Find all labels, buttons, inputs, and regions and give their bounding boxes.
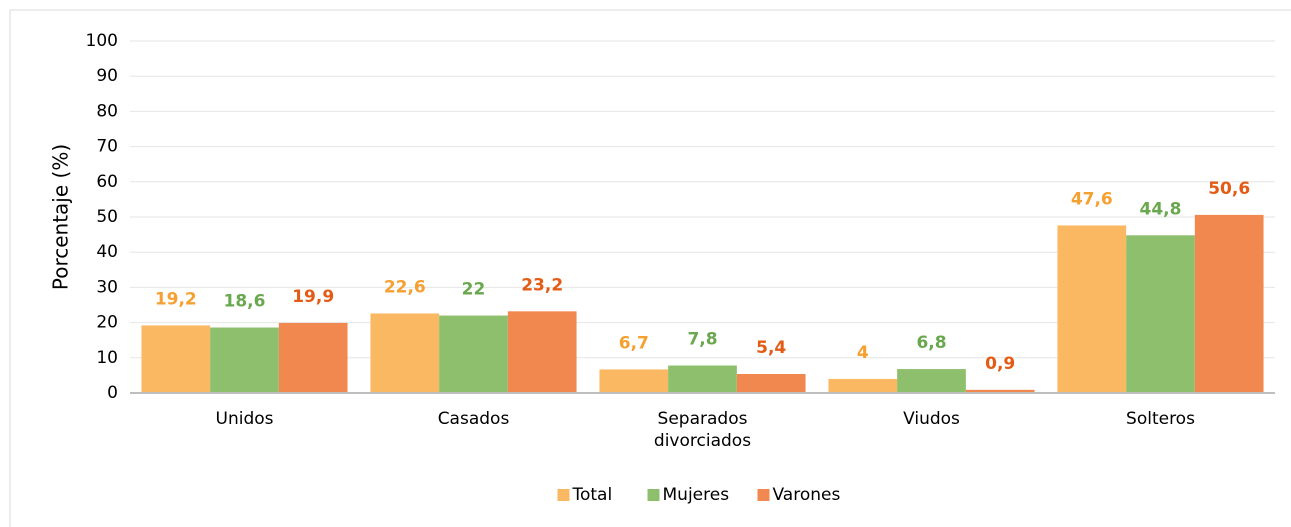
legend-label: Mujeres [663,485,730,505]
legend-label: Total [572,485,613,505]
x-tick-label: Casados [437,409,510,429]
data-label: 7,8 [687,330,717,350]
x-tick-label: Unidos [215,409,274,429]
y-tick-label: 70 [96,137,118,157]
y-tick-label: 90 [96,66,118,86]
bar [1126,235,1195,393]
x-tick-label: Viudos [903,409,960,429]
data-label: 0,9 [985,354,1015,374]
bar [828,378,898,393]
bar [965,389,1035,393]
bar [507,311,577,393]
data-label: 47,6 [1071,189,1113,209]
bar [278,322,348,393]
bar [736,373,806,393]
data-label: 6,8 [916,333,946,353]
x-tick-label: Solteros [1126,409,1195,429]
legend-swatch [647,489,660,501]
data-label: 18,6 [224,292,266,312]
bar [1057,225,1127,393]
legend-label: Varones [773,485,841,505]
bar [370,313,440,393]
y-tick-label: 100 [86,31,118,51]
y-axis-label: Porcentaje (%) [49,144,73,290]
y-tick-label: 50 [96,207,118,227]
bar [668,365,737,393]
y-tick-label: 40 [96,242,118,262]
y-tick-label: 10 [96,348,118,368]
bar [1194,214,1264,393]
y-tick-label: 30 [96,277,118,297]
x-tick-label: Separados divorciados [653,409,752,451]
bar [599,369,669,393]
data-label: 4 [857,343,869,363]
data-label: 22 [462,280,486,300]
y-tick-label: 0 [107,383,118,403]
bar [210,327,279,393]
data-label: 19,2 [155,289,197,309]
data-label: 44,8 [1140,199,1182,219]
data-label: 22,6 [384,277,426,297]
data-label: 23,2 [521,275,563,295]
legend-swatch [557,489,570,501]
bar [897,369,966,393]
data-label: 50,6 [1208,179,1250,199]
data-label: 19,9 [292,287,334,307]
y-tick-label: 60 [96,172,118,192]
legend-swatch [757,489,770,501]
chart-border [9,9,1291,527]
y-tick-label: 20 [96,313,118,333]
data-label: 6,7 [619,333,649,353]
data-label: 5,4 [756,338,786,358]
bar [141,325,211,393]
bar [439,315,508,393]
y-tick-label: 80 [96,101,118,121]
